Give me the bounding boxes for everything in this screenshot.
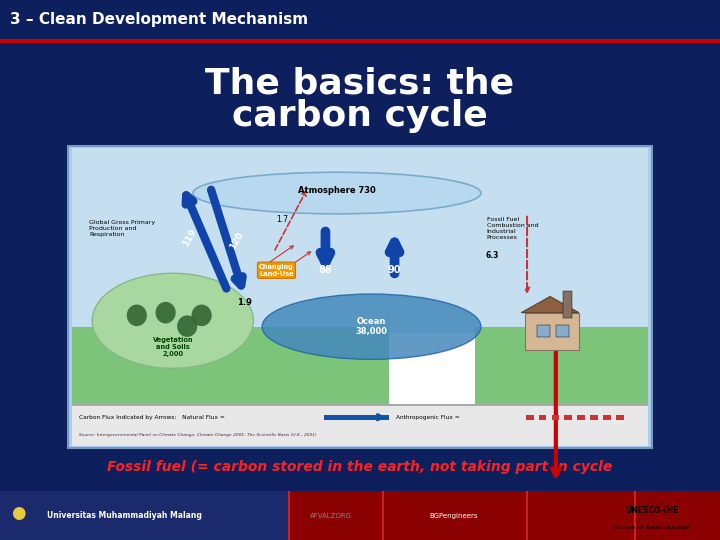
Ellipse shape [262, 294, 481, 360]
Text: Vegetation
and Soils
2,000: Vegetation and Soils 2,000 [153, 338, 193, 357]
Text: The basics: the: The basics: the [205, 67, 515, 100]
Bar [563, 291, 572, 318]
Bar [539, 415, 546, 420]
Text: Source: Intergovernmental Panel on Climate Change, Climate Change 2001: The Scie: Source: Intergovernmental Panel on Clima… [79, 433, 317, 437]
Bar [475, 327, 648, 416]
Text: 1.9: 1.9 [238, 299, 252, 307]
Text: Atmosphere 730: Atmosphere 730 [298, 186, 376, 195]
Text: Fossil Fuel
Combustion and
Industrial
Processes: Fossil Fuel Combustion and Industrial Pr… [487, 218, 539, 240]
Text: 90: 90 [388, 265, 401, 275]
Text: 88: 88 [318, 265, 333, 275]
Text: 3 – Clean Development Mechanism: 3 – Clean Development Mechanism [10, 12, 308, 27]
Ellipse shape [156, 302, 176, 323]
Ellipse shape [127, 305, 147, 326]
Text: Institute for Water Education: Institute for Water Education [613, 525, 690, 530]
Ellipse shape [177, 315, 197, 337]
Bar [0, 0, 720, 39]
Text: Fossil fuel (= carbon stored in the earth, not taking part in cycle: Fossil fuel (= carbon stored in the eart… [107, 460, 613, 474]
Text: Anthropogenic Flux =: Anthropogenic Flux = [396, 415, 459, 420]
Polygon shape [521, 296, 579, 313]
Bar [525, 313, 579, 350]
Bar [590, 415, 598, 420]
Bar [0, 491, 288, 540]
Bar [603, 415, 611, 420]
Bar [564, 415, 572, 420]
Bar [616, 415, 624, 420]
Bar [577, 415, 585, 420]
Text: BGPengineers: BGPengineers [429, 512, 478, 519]
Text: 1.7: 1.7 [276, 215, 288, 224]
Text: Changing
Land-Use: Changing Land-Use [259, 264, 294, 277]
Bar [382, 491, 384, 540]
Text: UNESCO-IHE: UNESCO-IHE [625, 507, 678, 515]
Text: carbon cycle: carbon cycle [232, 99, 488, 133]
Bar [634, 491, 636, 540]
Bar [72, 404, 648, 446]
Bar [72, 404, 648, 406]
Bar [556, 325, 569, 337]
Bar [537, 325, 550, 337]
Text: 119: 119 [181, 227, 199, 248]
Bar [72, 327, 389, 416]
Text: AFVALZORG: AFVALZORG [310, 512, 352, 519]
Bar [0, 39, 720, 43]
Ellipse shape [192, 305, 212, 326]
Text: 6.3: 6.3 [486, 251, 499, 260]
Ellipse shape [92, 273, 253, 368]
Bar [526, 491, 528, 540]
Text: Carbon Flux Indicated by Arrows:   Natural Flux =: Carbon Flux Indicated by Arrows: Natural… [79, 415, 225, 420]
Bar [288, 491, 290, 540]
Bar [552, 415, 559, 420]
Text: 120: 120 [228, 230, 245, 251]
Bar [68, 146, 652, 448]
Bar [324, 415, 389, 420]
Text: Universitas Muhammadiyah Malang: Universitas Muhammadiyah Malang [47, 511, 202, 520]
Bar [0, 491, 720, 540]
Text: Ocean
38,000: Ocean 38,000 [356, 317, 387, 336]
Bar [72, 148, 648, 333]
Ellipse shape [193, 172, 481, 214]
Text: Global Gross Primary
Production and
Respiration: Global Gross Primary Production and Resp… [89, 220, 156, 237]
Bar [526, 415, 534, 420]
Text: ●: ● [11, 504, 25, 522]
Bar [72, 148, 648, 445]
